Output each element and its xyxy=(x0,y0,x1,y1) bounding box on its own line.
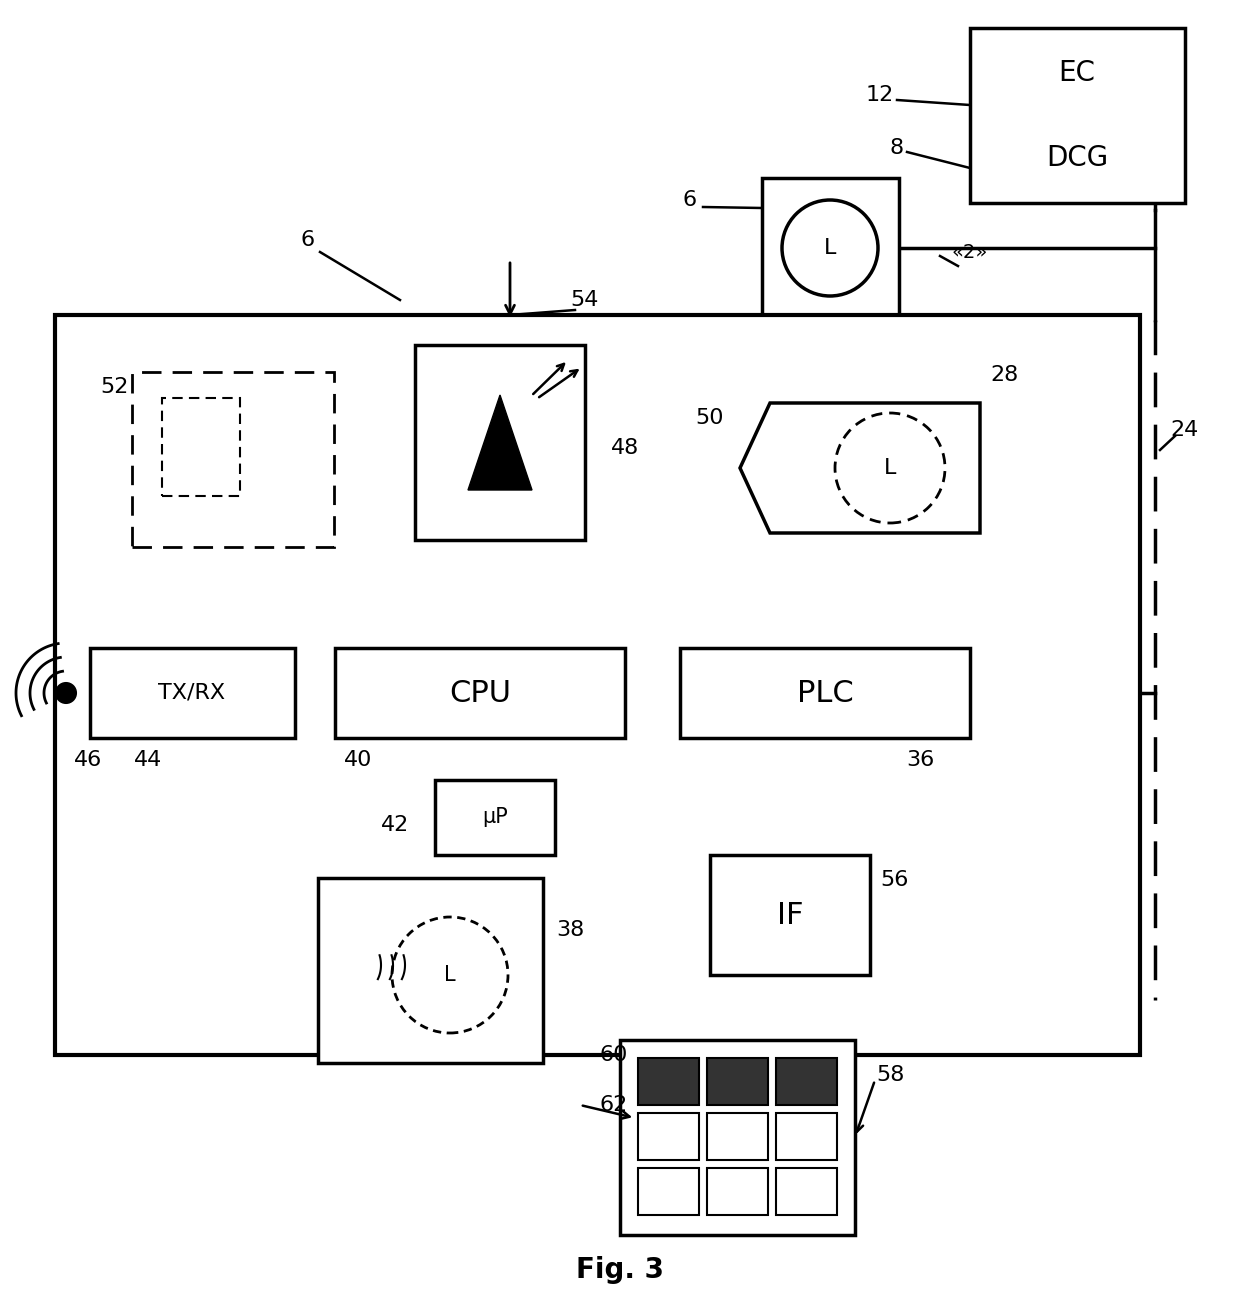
Bar xyxy=(131,372,334,547)
Text: 28: 28 xyxy=(991,365,1019,385)
Text: IF: IF xyxy=(776,900,804,930)
Text: 46: 46 xyxy=(74,750,102,771)
Bar xyxy=(707,1113,768,1160)
Bar xyxy=(620,1040,856,1235)
Text: TX/RX: TX/RX xyxy=(159,683,226,703)
Bar xyxy=(763,178,899,318)
Text: L: L xyxy=(884,458,897,478)
Bar xyxy=(317,878,543,1063)
Text: 8: 8 xyxy=(890,138,904,158)
Text: DCG: DCG xyxy=(1045,144,1109,172)
Text: PLC: PLC xyxy=(796,679,853,707)
Text: 42: 42 xyxy=(381,815,409,835)
Text: 12: 12 xyxy=(866,85,894,105)
Bar xyxy=(776,1113,837,1160)
Text: Fig. 3: Fig. 3 xyxy=(577,1256,663,1284)
Text: 24: 24 xyxy=(1171,420,1199,440)
Text: CPU: CPU xyxy=(449,679,511,707)
Text: 62: 62 xyxy=(600,1095,629,1115)
Text: 50: 50 xyxy=(696,409,724,428)
Text: EC: EC xyxy=(1059,59,1095,87)
Bar xyxy=(435,780,556,855)
Text: 44: 44 xyxy=(134,750,162,771)
Bar xyxy=(639,1113,699,1160)
Bar xyxy=(707,1168,768,1215)
Bar xyxy=(91,648,295,738)
Text: 6: 6 xyxy=(301,230,315,250)
Text: «2»: «2» xyxy=(952,243,988,262)
Circle shape xyxy=(56,683,76,703)
Bar xyxy=(711,855,870,975)
Bar xyxy=(776,1058,837,1106)
Bar xyxy=(639,1058,699,1106)
Bar xyxy=(970,28,1185,203)
Bar xyxy=(162,398,241,497)
Text: 36: 36 xyxy=(906,750,934,771)
Text: 54: 54 xyxy=(570,290,599,310)
Text: L: L xyxy=(823,238,836,259)
Text: 38: 38 xyxy=(556,921,584,940)
Text: 6: 6 xyxy=(683,190,697,209)
Text: 58: 58 xyxy=(875,1065,904,1085)
Bar xyxy=(680,648,970,738)
Bar xyxy=(415,345,585,540)
Bar xyxy=(55,315,1140,1055)
Polygon shape xyxy=(467,394,532,490)
Text: 48: 48 xyxy=(611,438,639,458)
Text: 56: 56 xyxy=(880,870,909,890)
Text: L: L xyxy=(444,965,456,985)
Bar xyxy=(639,1168,699,1215)
Bar xyxy=(335,648,625,738)
Bar xyxy=(776,1168,837,1215)
Text: 60: 60 xyxy=(600,1045,629,1065)
Text: 40: 40 xyxy=(343,750,372,771)
Text: μP: μP xyxy=(482,807,508,828)
Text: 52: 52 xyxy=(99,378,128,397)
Bar xyxy=(707,1058,768,1106)
